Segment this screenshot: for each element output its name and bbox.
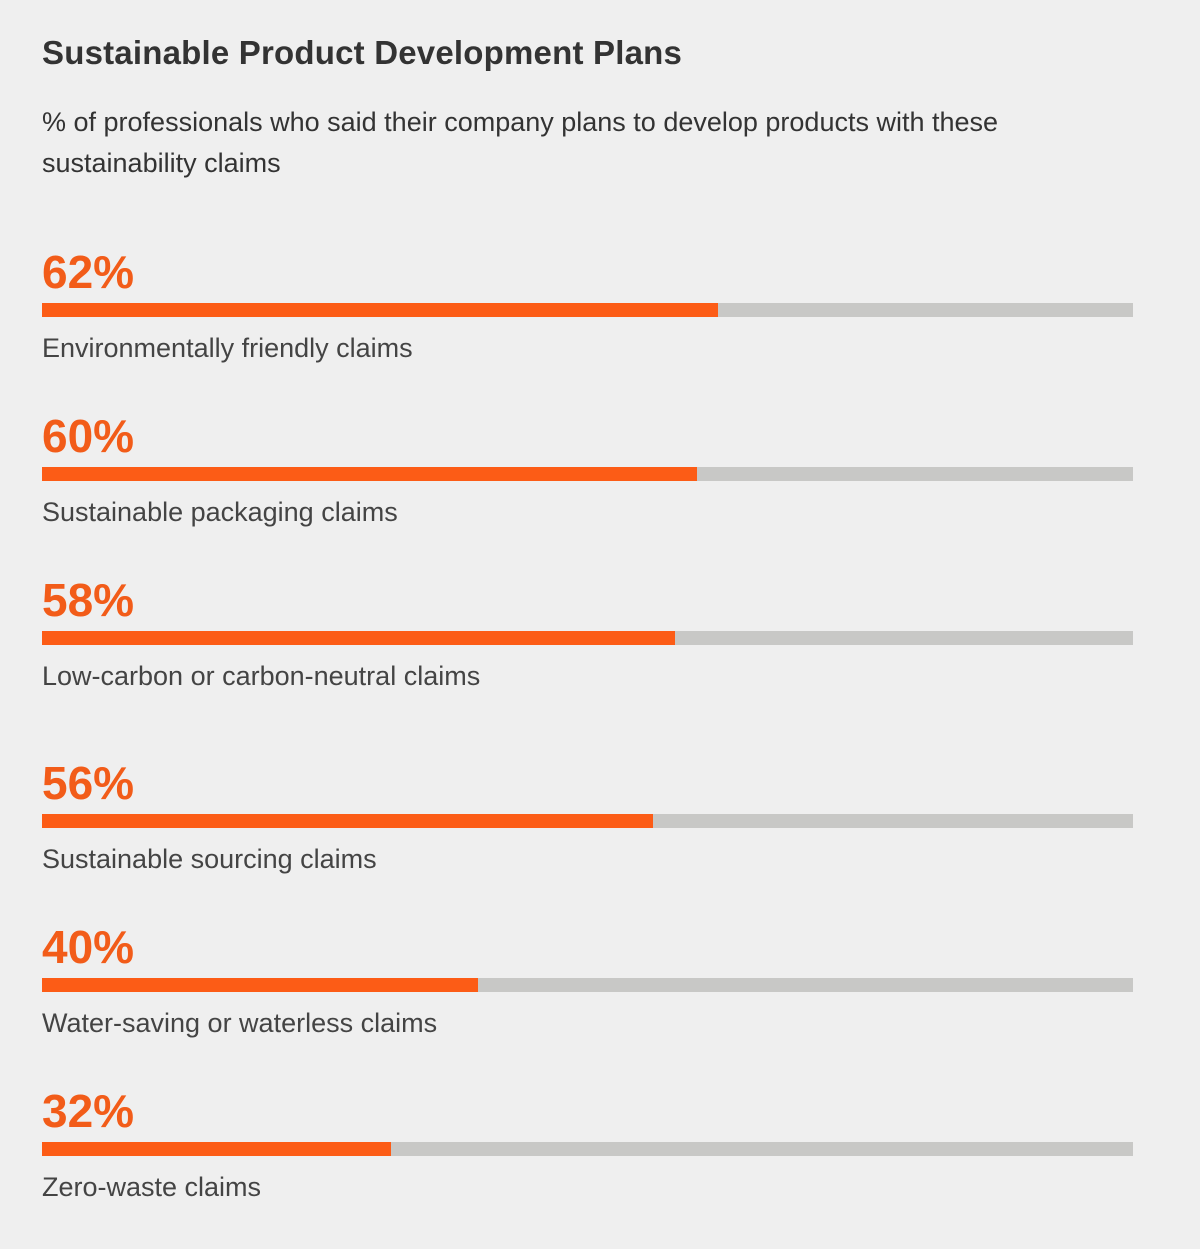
value-label: 32% — [42, 1085, 135, 1137]
category-label: Low-carbon or carbon-neutral claims — [42, 661, 481, 691]
category-label: Sustainable sourcing claims — [42, 844, 377, 874]
category-label: Water-saving or waterless claims — [42, 1008, 438, 1038]
value-label: 62% — [42, 246, 135, 298]
chart-subtitle: % of professionals who said their compan… — [42, 107, 999, 178]
value-label: 58% — [42, 574, 135, 626]
bar-fill — [42, 631, 675, 645]
bar-track — [42, 303, 1133, 317]
value-label: 56% — [42, 757, 135, 809]
bar-fill — [42, 978, 478, 992]
bar-track — [42, 978, 1133, 992]
bar-track — [42, 467, 1133, 481]
bar-fill — [42, 303, 718, 317]
category-label: Environmentally friendly claims — [42, 333, 413, 363]
value-label: 60% — [42, 410, 135, 462]
bar-track — [42, 631, 1133, 645]
category-label: Sustainable packaging claims — [42, 497, 398, 527]
bar-fill — [42, 1142, 391, 1156]
bar-track — [42, 814, 1133, 828]
bar-fill — [42, 814, 653, 828]
chart-title: Sustainable Product Development Plans — [42, 34, 683, 71]
category-label: Zero-waste claims — [42, 1172, 262, 1202]
bar-track — [42, 1142, 1133, 1156]
bar-fill — [42, 467, 697, 481]
value-label: 40% — [42, 921, 135, 973]
